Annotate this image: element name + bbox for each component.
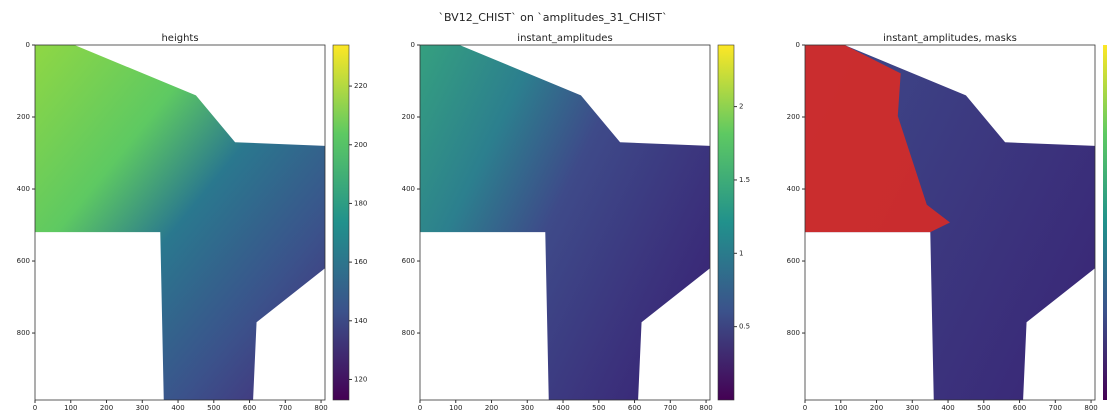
x-tick-label: 300 [521, 404, 534, 411]
x-tick-label: 500 [592, 404, 605, 411]
x-tick-label: 0 [803, 404, 807, 411]
axes-frame [804, 44, 1096, 401]
colorbar-tick-label: 0.5 [739, 323, 750, 331]
axes-title: instant_amplitudes [517, 33, 612, 44]
heatmap-image [35, 45, 325, 400]
y-tick-label: 800 [787, 329, 800, 337]
x-tick-label: 600 [243, 404, 256, 411]
y-tick-label: 600 [17, 257, 30, 265]
x-tick-label: 700 [279, 404, 292, 411]
y-tick-label: 600 [787, 257, 800, 265]
x-tick-label: 400 [941, 404, 954, 411]
x-tick-label: 200 [485, 404, 498, 411]
colorbar-tick-label: 1 [739, 249, 743, 257]
y-tick-label: 0 [26, 41, 30, 49]
y-tick-label: 200 [787, 113, 800, 121]
x-tick-label: 300 [906, 404, 919, 411]
mask-region [805, 45, 950, 233]
x-tick-label: 800 [314, 404, 327, 411]
axes-title: heights [161, 33, 198, 44]
y-tick-label: 200 [17, 113, 30, 121]
x-tick-label: 400 [171, 404, 184, 411]
y-tick-label: 400 [17, 185, 30, 193]
figure-title: `BV12_CHIST` on `amplitudes_31_CHIST` [438, 11, 667, 24]
y-tick-label: 400 [787, 185, 800, 193]
y-tick-label: 600 [402, 257, 415, 265]
x-tick-label: 800 [1084, 404, 1097, 411]
x-tick-label: 0 [418, 404, 422, 411]
colorbar-tick-label: 2 [739, 103, 743, 111]
x-tick-label: 400 [556, 404, 569, 411]
y-tick-label: 400 [402, 185, 415, 193]
x-tick-label: 0 [33, 404, 37, 411]
colorbar-tick-label: 120 [354, 375, 367, 383]
y-tick-label: 0 [411, 41, 415, 49]
colorbar-tick-label: 220 [354, 82, 367, 90]
colorbar-tick-label: 1.5 [739, 176, 750, 184]
colorbar-tick-label: 140 [354, 317, 367, 325]
x-tick-label: 100 [449, 404, 462, 411]
colorbar [717, 44, 735, 401]
y-tick-label: 800 [402, 329, 415, 337]
x-tick-label: 100 [64, 404, 77, 411]
axes-title: instant_amplitudes, masks [883, 33, 1017, 44]
x-tick-label: 600 [1013, 404, 1026, 411]
y-tick-label: 800 [17, 329, 30, 337]
x-tick-label: 700 [664, 404, 677, 411]
y-tick-label: 0 [796, 41, 800, 49]
colorbar-tick-label: 160 [354, 258, 367, 266]
x-tick-label: 300 [136, 404, 149, 411]
x-tick-label: 100 [834, 404, 847, 411]
heatmap-image [420, 45, 710, 400]
axes-frame [34, 44, 326, 401]
axes-frame [419, 44, 711, 401]
x-tick-label: 500 [977, 404, 990, 411]
x-tick-label: 800 [699, 404, 712, 411]
x-tick-label: 200 [100, 404, 113, 411]
x-tick-label: 600 [628, 404, 641, 411]
x-tick-label: 700 [1049, 404, 1062, 411]
colorbar [332, 44, 350, 401]
x-tick-label: 500 [207, 404, 220, 411]
colorbar-tick-label: 200 [354, 141, 367, 149]
colorbar-tick-label: 180 [354, 199, 367, 207]
x-tick-label: 200 [870, 404, 883, 411]
y-tick-label: 200 [402, 113, 415, 121]
colorbar [1103, 45, 1107, 400]
